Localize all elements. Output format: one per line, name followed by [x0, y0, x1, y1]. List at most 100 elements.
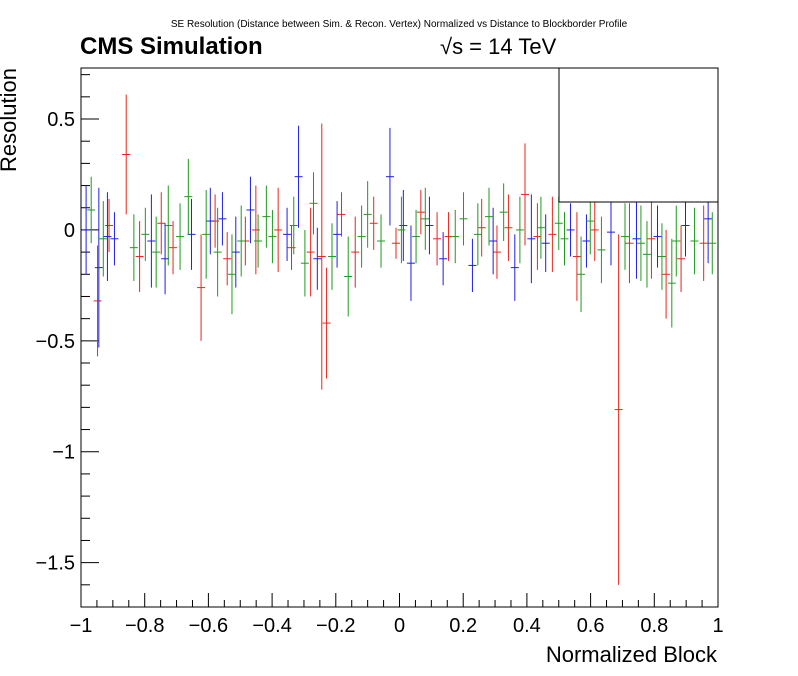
tick-labels: −1 −0.8 −0.6 −0.4 −0.2 0 0.2 0.4 0.6 0.8 1 0.5 0 −0.5… [36, 109, 724, 637]
red-data-point [647, 198, 656, 279]
red-data-point [492, 225, 501, 279]
x-tick-label: −1 [70, 615, 93, 637]
red-data-point [504, 194, 513, 261]
blue-data-point [510, 234, 519, 301]
blue-data-point [582, 214, 591, 268]
energy-label: √s = 14 TeV [440, 34, 557, 59]
cms-simulation-label: CMS Simulation [80, 33, 263, 60]
blue-data-point [439, 232, 448, 286]
green-data-point [473, 203, 482, 266]
blue-data-point [385, 127, 394, 226]
green-data-point [184, 158, 193, 235]
green-data-point [129, 214, 138, 281]
green-data-point [620, 203, 629, 270]
red-data-point [157, 192, 166, 255]
red-data-point [251, 185, 260, 275]
red-data-point [548, 196, 557, 273]
red-data-point [677, 225, 686, 293]
red-data-point [699, 205, 708, 281]
green-data-point [300, 229, 309, 297]
green-data-point [254, 214, 263, 268]
green-data-point [237, 205, 246, 277]
green-data-point [87, 176, 96, 244]
axis-ticks [80, 74, 719, 607]
green-data-point [357, 205, 366, 268]
green-data-point [484, 187, 493, 246]
red-data-point [533, 203, 542, 270]
y-tick-label: −1.5 [36, 553, 75, 575]
green-data-point [515, 196, 524, 264]
blue-data-point [283, 207, 292, 261]
blue-data-point [246, 176, 255, 244]
blue-data-point [566, 203, 575, 257]
red-data-point [391, 227, 400, 259]
blue-data-point [103, 192, 112, 281]
red-data-point [477, 198, 486, 257]
x-tick-label: 0 [394, 615, 405, 637]
green-data-point [421, 187, 430, 250]
blue-data-point [206, 187, 215, 255]
blue-data-point [489, 207, 498, 275]
red-data-point [520, 143, 529, 246]
x-tick-label: 0.4 [513, 615, 541, 637]
green-data-point [344, 236, 353, 317]
y-tick-label: −0.5 [36, 331, 75, 353]
red-data-point [93, 245, 102, 357]
data-points [82, 94, 717, 585]
blue-data-point [653, 205, 662, 268]
blue-data-point [399, 189, 408, 261]
red-data-point [169, 221, 178, 275]
x-tick-label: 0.8 [640, 615, 668, 637]
red-data-point [625, 203, 634, 284]
green-data-point [289, 196, 298, 255]
x-tick-label: −0.8 [125, 615, 164, 637]
red-data-point [351, 216, 360, 288]
blue-data-point [161, 223, 170, 295]
green-data-point [202, 189, 211, 279]
red-data-point [306, 207, 315, 297]
red-data-point [223, 232, 232, 286]
x-tick-label: −0.6 [189, 615, 228, 637]
blue-data-point [681, 194, 690, 257]
green-data-point [690, 207, 699, 275]
blue-data-point [147, 194, 156, 288]
green-data-point [657, 223, 666, 290]
green-data-point [377, 214, 386, 268]
green-data-point [262, 185, 271, 248]
blue-data-point [94, 187, 103, 348]
green-data-point [227, 234, 236, 315]
x-tick-label: −0.2 [316, 615, 355, 637]
red-data-point [322, 267, 331, 379]
red-data-point [287, 225, 296, 270]
blue-data-point [218, 192, 227, 246]
red-data-point [444, 212, 453, 261]
green-data-point [642, 221, 651, 288]
green-data-point [412, 209, 421, 264]
red-data-point [369, 196, 378, 250]
green-data-point [213, 207, 222, 297]
green-data-point [309, 172, 318, 235]
green-data-point [536, 196, 545, 259]
x-tick-label: 0.6 [577, 615, 605, 637]
red-data-point [105, 198, 114, 253]
y-tick-label: 0 [64, 220, 75, 242]
green-data-point [577, 236, 586, 312]
blue-data-point [82, 185, 91, 275]
blue-data-point [425, 196, 434, 255]
y-tick-label: 0.5 [47, 109, 75, 131]
blue-data-point [527, 194, 536, 284]
green-data-point [499, 183, 508, 242]
red-data-point [122, 94, 131, 215]
red-data-point [614, 234, 623, 585]
green-data-point [451, 209, 460, 264]
y-axis-title: Resolution [0, 68, 21, 172]
x-tick-label: 1 [712, 615, 723, 637]
legend-box [558, 67, 719, 203]
green-data-point [560, 212, 569, 266]
red-data-point [662, 229, 671, 319]
blue-data-point [541, 214, 550, 273]
green-data-point [152, 216, 161, 288]
blue-data-point [606, 198, 615, 266]
red-data-point [433, 212, 442, 266]
